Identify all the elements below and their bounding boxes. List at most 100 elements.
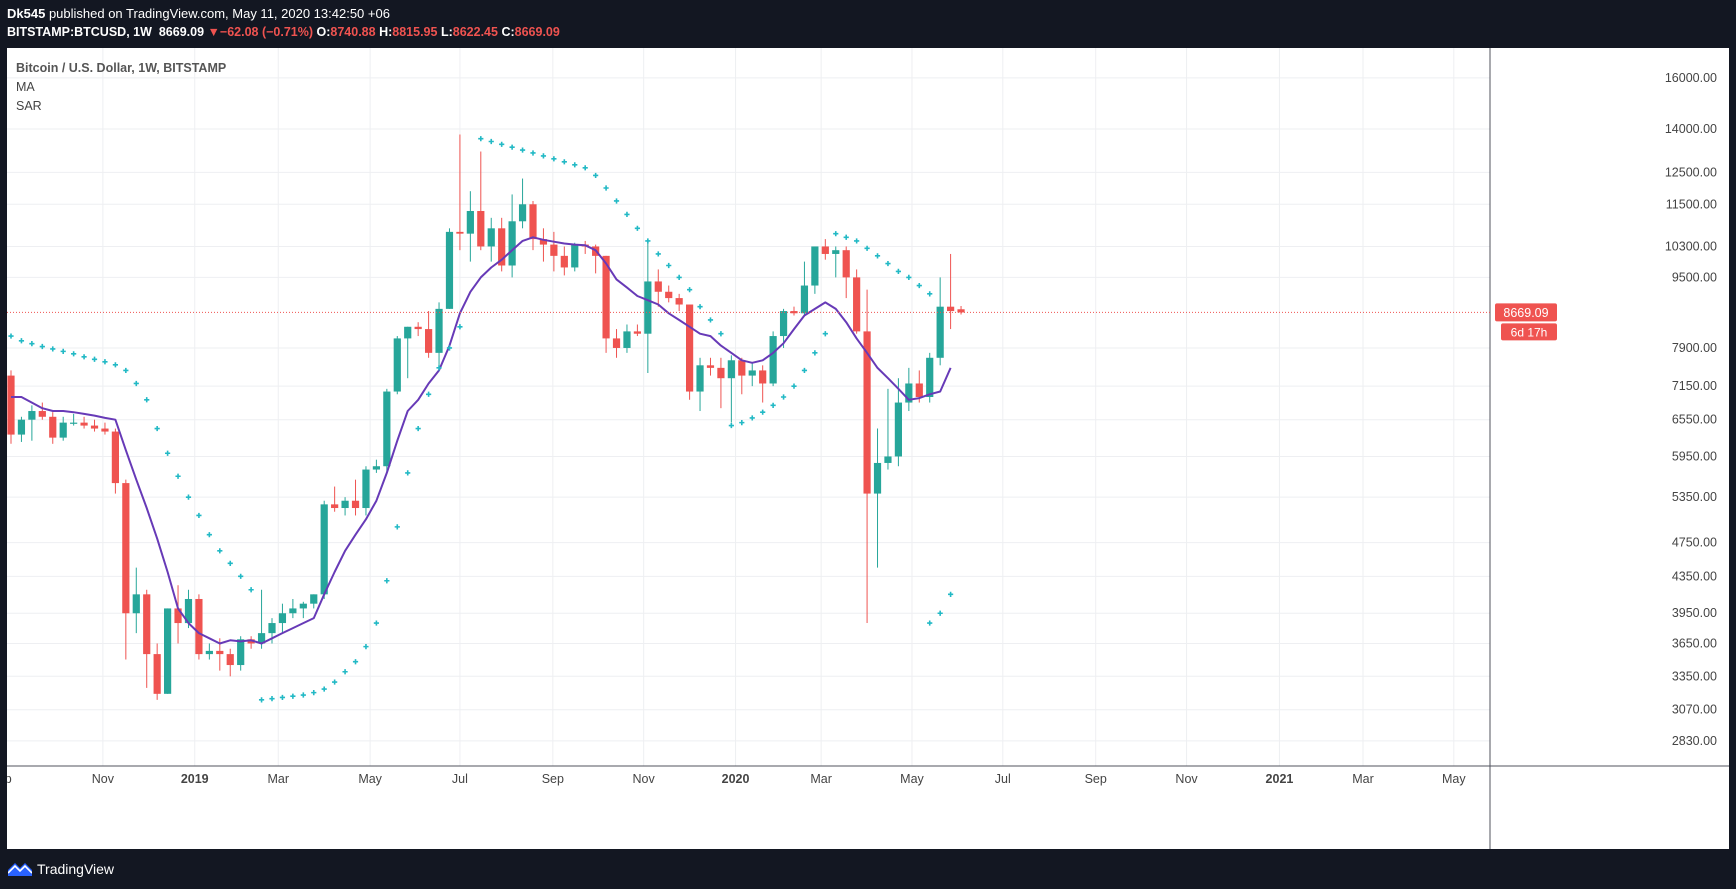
sar-point — [384, 578, 390, 584]
sar-point — [290, 693, 296, 699]
candle — [832, 246, 840, 278]
time-tick-label: Jul — [995, 772, 1011, 786]
sar-point — [60, 348, 66, 354]
candle-body — [49, 416, 57, 438]
sar-point — [948, 591, 954, 597]
high-label: H: — [379, 25, 393, 39]
sar-point — [739, 420, 745, 426]
price-tick-label: 3070.00 — [1672, 703, 1717, 717]
candle-body — [706, 365, 715, 368]
sar-point — [71, 351, 77, 357]
candle — [70, 413, 78, 426]
candle-body — [508, 221, 516, 266]
price-tick-label: 3950.00 — [1672, 606, 1717, 620]
legend-ma[interactable]: MA — [16, 80, 35, 94]
candle-body — [654, 281, 662, 292]
candle-body — [257, 633, 266, 644]
candle-body — [195, 598, 203, 655]
candle — [7, 370, 15, 444]
sar-point — [227, 560, 233, 566]
tradingview-logo-icon[interactable] — [8, 860, 32, 876]
candle-body — [268, 623, 276, 634]
candle-body — [414, 326, 422, 330]
chart-area[interactable]: 16000.00 14000.00 12500.00 11500.00 10300.00… — [7, 48, 1729, 849]
candle-body — [748, 370, 756, 376]
sar-point — [572, 162, 578, 168]
sar-point — [133, 380, 139, 387]
candle-body — [216, 650, 224, 655]
candle — [383, 388, 391, 473]
candle-body — [466, 210, 474, 234]
time-tick-label: Mar — [810, 772, 832, 786]
symbol-label[interactable]: BITSTAMP:BTCUSD, 1W — [7, 25, 152, 39]
sar-point — [833, 231, 839, 237]
candle-body — [539, 239, 548, 245]
sar-point — [854, 238, 860, 244]
candle-body — [487, 228, 495, 247]
last-price-label: 8669.09 — [1503, 306, 1548, 320]
candle-body — [926, 357, 934, 398]
price-tick-label: 4350.00 — [1672, 569, 1717, 583]
candle — [90, 419, 99, 432]
close-value: 8669.09 — [514, 25, 560, 39]
legend-symbol-title[interactable]: Bitcoin / U.S. Dollar, 1W, BITSTAMP — [16, 61, 227, 75]
candle-body — [800, 285, 809, 314]
candle — [414, 322, 422, 337]
candle — [498, 217, 506, 272]
candle — [466, 191, 474, 262]
candle — [936, 277, 944, 366]
candle-body — [184, 598, 193, 624]
sar-point — [749, 415, 755, 421]
sar-point — [895, 268, 901, 274]
candle — [299, 601, 307, 619]
candle — [779, 308, 788, 348]
candle — [278, 603, 287, 634]
candle-body — [90, 425, 99, 429]
candle — [759, 365, 767, 403]
sar-point — [676, 274, 682, 280]
time-tick-label: Sep — [7, 772, 12, 786]
sar-point — [697, 304, 703, 310]
legend-sar[interactable]: SAR — [16, 99, 42, 113]
candle-body — [237, 639, 245, 666]
sar-point — [248, 587, 254, 593]
sar-point — [760, 409, 766, 415]
sar-point — [728, 422, 734, 429]
author-name[interactable]: Dk545 — [7, 6, 46, 21]
candle — [727, 355, 735, 423]
candle — [947, 253, 955, 330]
candle-body — [320, 504, 328, 595]
sar-point — [791, 383, 797, 389]
sar-point — [927, 291, 933, 297]
candle — [550, 231, 558, 272]
candle-body — [905, 383, 913, 403]
candle-body — [863, 331, 871, 494]
candlestick-chart[interactable]: 16000.00 14000.00 12500.00 11500.00 10300.00… — [7, 48, 1729, 849]
candle-body — [132, 594, 140, 614]
sar-point — [603, 185, 609, 191]
candle-body — [623, 331, 631, 348]
sar-point — [874, 253, 881, 259]
candle-body — [383, 391, 391, 467]
candle — [602, 255, 610, 353]
open-label: O: — [316, 25, 331, 39]
sar-point — [405, 470, 411, 476]
sar-point — [582, 165, 588, 171]
chart-header: Dk545 published on TradingView.com, May … — [0, 0, 1736, 48]
sar-point — [321, 686, 327, 692]
sar-point — [634, 225, 640, 231]
sar-point — [81, 354, 87, 360]
sar-point — [426, 391, 432, 397]
candle-body — [717, 367, 725, 379]
sar-point — [50, 346, 56, 352]
time-tick-label: 2021 — [1266, 772, 1294, 786]
sar-point — [29, 341, 35, 347]
candle — [122, 479, 130, 660]
candle — [247, 636, 255, 649]
candle-body — [873, 462, 882, 494]
candle — [738, 357, 746, 395]
sar-point — [864, 245, 870, 251]
tradingview-brand[interactable]: TradingView — [37, 861, 115, 877]
candle-body — [122, 483, 130, 614]
publication-line: Dk545 published on TradingView.com, May … — [7, 6, 390, 21]
